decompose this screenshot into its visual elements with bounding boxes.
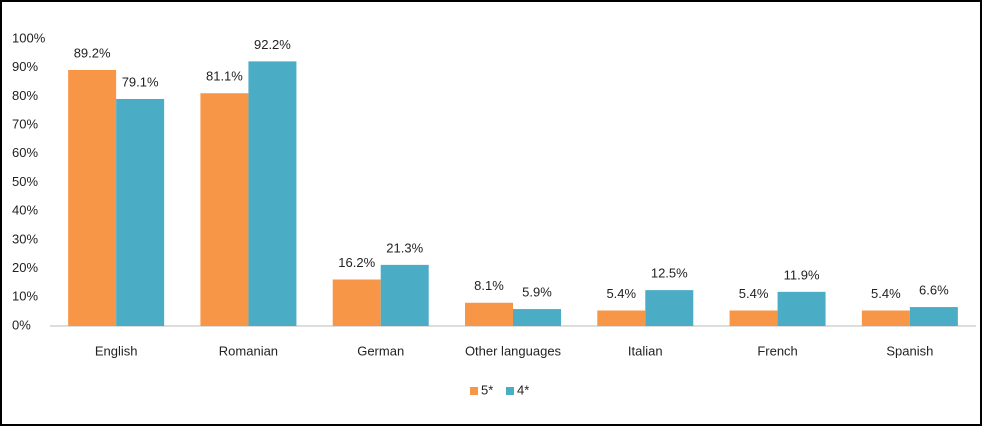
bar [645,290,694,326]
bar [513,309,561,326]
bar [861,310,910,326]
bar [200,93,249,326]
y-tick-label: 90% [12,59,38,74]
data-label: 21.3% [386,240,423,255]
y-tick-label: 50% [12,174,38,189]
bar [380,264,429,326]
x-tick-label: Other languages [465,343,562,358]
bar [248,61,297,327]
bar [729,310,778,326]
bar [116,98,165,326]
y-tick-label: 60% [12,145,38,160]
data-label: 8.1% [474,278,504,293]
data-label: 5.4% [739,286,769,301]
y-tick-label: 0% [12,317,31,332]
data-label: 81.1% [206,69,243,84]
data-label: 5.9% [522,285,552,300]
y-tick-label: 70% [12,117,38,132]
data-label: 6.6% [919,282,949,297]
x-tick-label: Romanian [219,343,278,358]
bar [68,69,117,326]
data-label: 89.2% [74,45,111,60]
legend-label: 4* [517,382,529,397]
data-label: 79.1% [122,74,159,89]
y-tick-label: 80% [12,88,38,103]
y-tick-label: 10% [12,289,38,304]
x-tick-label: English [95,343,138,358]
bar [777,291,826,326]
x-tick-label: German [357,343,404,358]
data-label: 92.2% [254,37,291,52]
bar [597,310,646,326]
bar [332,279,381,326]
y-tick-label: 20% [12,260,38,275]
data-label: 16.2% [338,255,375,270]
data-label: 11.9% [784,267,820,282]
data-label: 5.4% [871,286,901,301]
x-tick-label: French [757,343,797,358]
y-tick-label: 100% [12,30,46,45]
data-label: 5.4% [606,286,636,301]
bar [909,307,958,326]
x-tick-label: Italian [628,343,663,358]
legend-swatch [470,387,478,395]
bar [465,302,513,326]
legend-label: 5* [481,382,493,397]
data-label: 12.5% [651,266,688,281]
y-tick-label: 30% [12,231,38,246]
x-tick-label: Spanish [886,343,933,358]
y-tick-label: 40% [12,203,38,218]
legend-swatch [506,387,514,395]
